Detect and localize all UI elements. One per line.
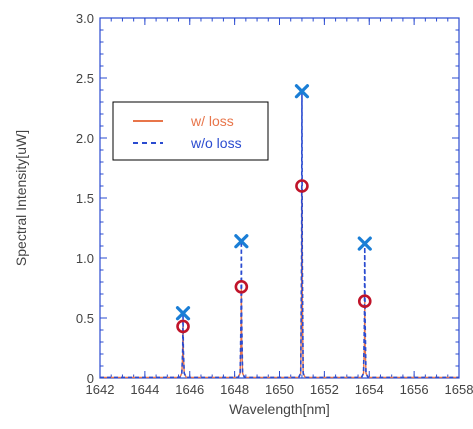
y-tick-label: 1.5 xyxy=(76,191,94,206)
tick-labels: 1642 1644 1646 1648 1650 1652 1654 1656 1658 0 0.5… xyxy=(76,11,473,397)
x-tick-label: 1658 xyxy=(445,382,473,397)
peak-marker-cross-stroke xyxy=(175,306,191,321)
x-tick-label: 1648 xyxy=(220,382,249,397)
x-tick-label: 1646 xyxy=(175,382,204,397)
series-line-w-loss xyxy=(100,185,459,379)
x-tick-label: 1644 xyxy=(130,382,159,397)
peak-marker-circle xyxy=(176,319,190,334)
x-tick-label: 1656 xyxy=(400,382,429,397)
legend-label-wo-loss: w/o loss xyxy=(190,135,242,151)
legend-box xyxy=(112,101,269,161)
peak-marker-circle xyxy=(234,279,249,294)
y-tick-label: 1.0 xyxy=(76,251,94,266)
y-tick-label: 3.0 xyxy=(76,11,94,26)
peak-markers xyxy=(175,84,372,334)
peak-marker-cross-stroke xyxy=(294,84,310,99)
peak-marker-cross xyxy=(294,84,310,99)
y-tick-label: 0 xyxy=(87,371,94,386)
y-tick-label: 0.5 xyxy=(76,311,94,326)
axis-ticks xyxy=(99,17,460,379)
peak-marker-circle xyxy=(295,179,309,193)
series-line-wo-loss xyxy=(100,91,459,379)
y-axis-title: Spectral Intensity[uW] xyxy=(13,130,29,266)
x-axis-title: Wavelength[nm] xyxy=(229,401,330,417)
series-layer xyxy=(100,91,459,379)
legend: w/ loss w/o loss xyxy=(112,101,269,161)
peak-marker-cross xyxy=(357,236,372,251)
x-tick-label: 1652 xyxy=(310,382,339,397)
plot-frame xyxy=(99,17,460,379)
y-tick-label: 2.5 xyxy=(76,71,94,86)
legend-label-w-loss: w/ loss xyxy=(190,113,234,129)
x-tick-label: 1642 xyxy=(86,382,115,397)
x-tick-label: 1654 xyxy=(355,382,384,397)
peak-marker-cross xyxy=(234,234,249,249)
x-tick-label: 1650 xyxy=(265,382,294,397)
peak-marker-cross xyxy=(175,306,191,321)
y-tick-label: 2.0 xyxy=(76,131,94,146)
peak-marker-circle xyxy=(357,294,372,309)
peak-marker-cross-stroke xyxy=(234,234,249,249)
peak-marker-cross-stroke xyxy=(357,236,372,251)
